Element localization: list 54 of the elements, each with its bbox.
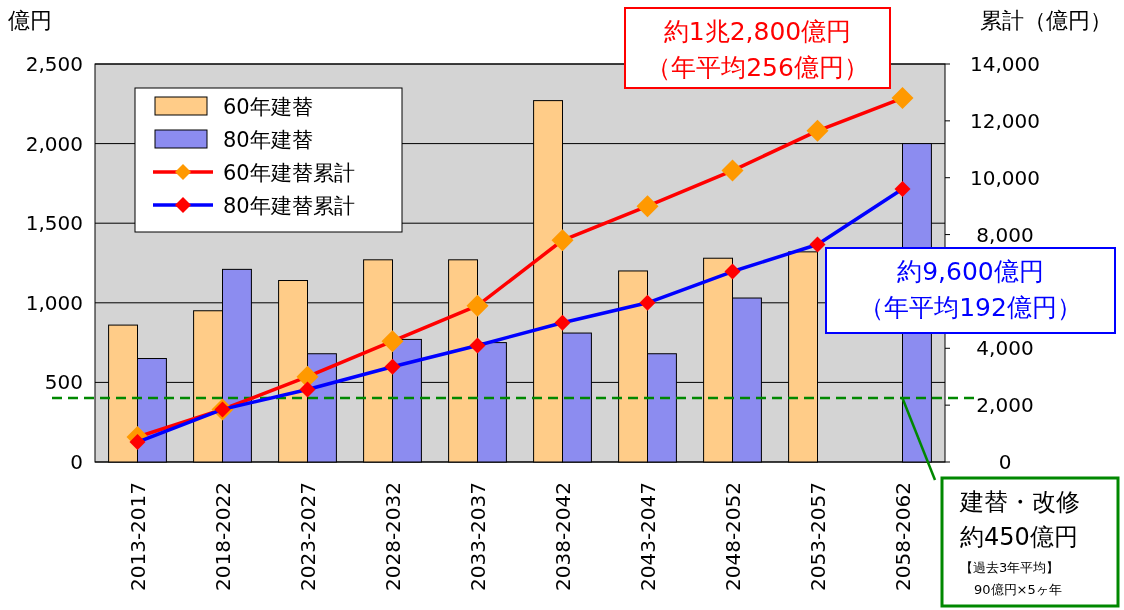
point [806, 119, 829, 142]
y2-tick-label: 8,000 [976, 222, 1034, 247]
annotation: 建替・改修 [959, 488, 1080, 516]
legend-label: 60年建替累計 [223, 161, 355, 185]
point [554, 314, 571, 331]
y-tick-label: 1,000 [25, 290, 83, 315]
point [469, 337, 486, 354]
y-axis-title: 億円 [8, 8, 52, 33]
x-tick-label: 2058-2062 [890, 482, 915, 592]
x-tick-label: 2018-2022 [210, 482, 235, 592]
point [384, 358, 401, 375]
y2-tick-label: 2,000 [976, 393, 1034, 418]
y2-axis-title: 累計（億円） [980, 8, 1112, 33]
annotation: 約9,600億円 [897, 257, 1044, 286]
annotation: （年平均256億円） [646, 53, 869, 82]
x-tick-label: 2013-2017 [125, 482, 150, 592]
point [551, 229, 574, 252]
point [299, 381, 316, 398]
y-tick-label: 500 [44, 370, 83, 395]
text: 【過去3年平均】 [960, 560, 1060, 575]
point [636, 195, 659, 218]
point [639, 294, 656, 311]
y2-tick-label: 0 [998, 450, 1012, 474]
y-tick-label: 1,500 [25, 211, 83, 236]
x-tick-label: 2038-2042 [550, 482, 575, 592]
point [894, 181, 911, 198]
y2-tick-label: 4,000 [976, 336, 1034, 361]
x-tick-label: 2023-2027 [295, 482, 320, 592]
y2-tick-label: 10,000 [970, 165, 1040, 190]
legend-label: 60年建替 [223, 95, 313, 119]
legend-label: 80年建替 [223, 128, 313, 152]
x-tick-label: 2053-2057 [805, 482, 830, 592]
x-tick-label: 2048-2052 [720, 482, 745, 592]
y-tick-label: 2,000 [25, 131, 83, 156]
point [809, 236, 826, 253]
point [721, 159, 744, 182]
text: 約450億円 [960, 523, 1078, 551]
point [724, 263, 741, 280]
text: 90億円×5ヶ年 [974, 582, 1062, 597]
y-tick-label: 0 [70, 450, 83, 474]
point [129, 434, 146, 451]
point [891, 87, 914, 110]
y2-tick-label: 14,000 [970, 52, 1040, 76]
y2-tick-label: 12,000 [970, 108, 1040, 133]
x-tick-label: 2033-2037 [465, 482, 490, 592]
legend-label: 80年建替累計 [223, 194, 355, 218]
point [296, 365, 319, 388]
annotation: （年平均192億円） [859, 293, 1082, 322]
point [381, 330, 404, 353]
text: 約1兆2,800億円 [663, 17, 852, 46]
y-tick-label: 2,500 [25, 52, 83, 76]
point [466, 294, 489, 317]
x-tick-label: 2043-2047 [635, 482, 660, 592]
x-tick-label: 2028-2032 [380, 482, 405, 592]
